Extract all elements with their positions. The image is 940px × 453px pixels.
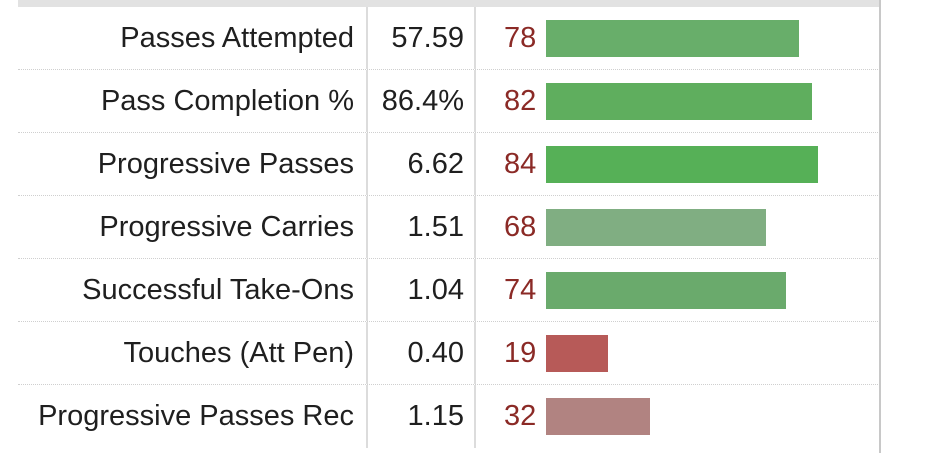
per90-value: 6.62 <box>366 133 476 195</box>
percentile-bar <box>546 272 786 309</box>
table-right-border <box>879 0 881 453</box>
percentile-table: Passes Attempted 57.59 78 Pass Completion %… <box>18 7 880 448</box>
table-row: Pass Completion % 86.4% 82 <box>18 70 880 133</box>
percentile-bar <box>546 20 799 57</box>
percentile-value: 74 <box>504 273 537 306</box>
percentile-value: 19 <box>504 336 537 369</box>
stat-label: Progressive Passes <box>97 147 354 180</box>
table-row: Passes Attempted 57.59 78 <box>18 7 880 70</box>
per90-value: 1.15 <box>366 385 476 448</box>
percentile-value: 78 <box>504 21 537 54</box>
table-row: Successful Take-Ons 1.04 74 <box>18 259 880 322</box>
stat-label: Pass Completion % <box>100 84 354 117</box>
stat-label: Passes Attempted <box>120 21 354 54</box>
table-row: Touches (Att Pen) 0.40 19 <box>18 322 880 385</box>
per90-value: 86.4% <box>366 70 476 132</box>
stat-label: Successful Take-Ons <box>82 273 354 306</box>
percentile-value: 82 <box>504 84 537 117</box>
per90-value: 0.40 <box>366 322 476 384</box>
percentile-bar <box>546 398 650 435</box>
per90-value: 1.51 <box>366 196 476 258</box>
percentile-value: 84 <box>504 147 537 180</box>
percentile-value: 68 <box>504 210 537 243</box>
stat-label: Touches (Att Pen) <box>123 336 355 369</box>
table-row: Progressive Carries 1.51 68 <box>18 196 880 259</box>
percentile-value: 32 <box>504 400 537 432</box>
percentile-bar <box>546 83 812 120</box>
percentile-bar <box>546 335 608 372</box>
percentile-bar <box>546 146 819 183</box>
percentile-bar <box>546 209 767 246</box>
table-row: Progressive Passes Rec 1.15 32 <box>18 385 880 448</box>
per90-value: 57.59 <box>366 7 476 69</box>
stat-label: Progressive Passes Rec <box>38 400 354 432</box>
stat-label: Progressive Carries <box>99 210 354 243</box>
table-top-border <box>18 0 880 7</box>
table-row: Progressive Passes 6.62 84 <box>18 133 880 196</box>
per90-value: 1.04 <box>366 259 476 321</box>
